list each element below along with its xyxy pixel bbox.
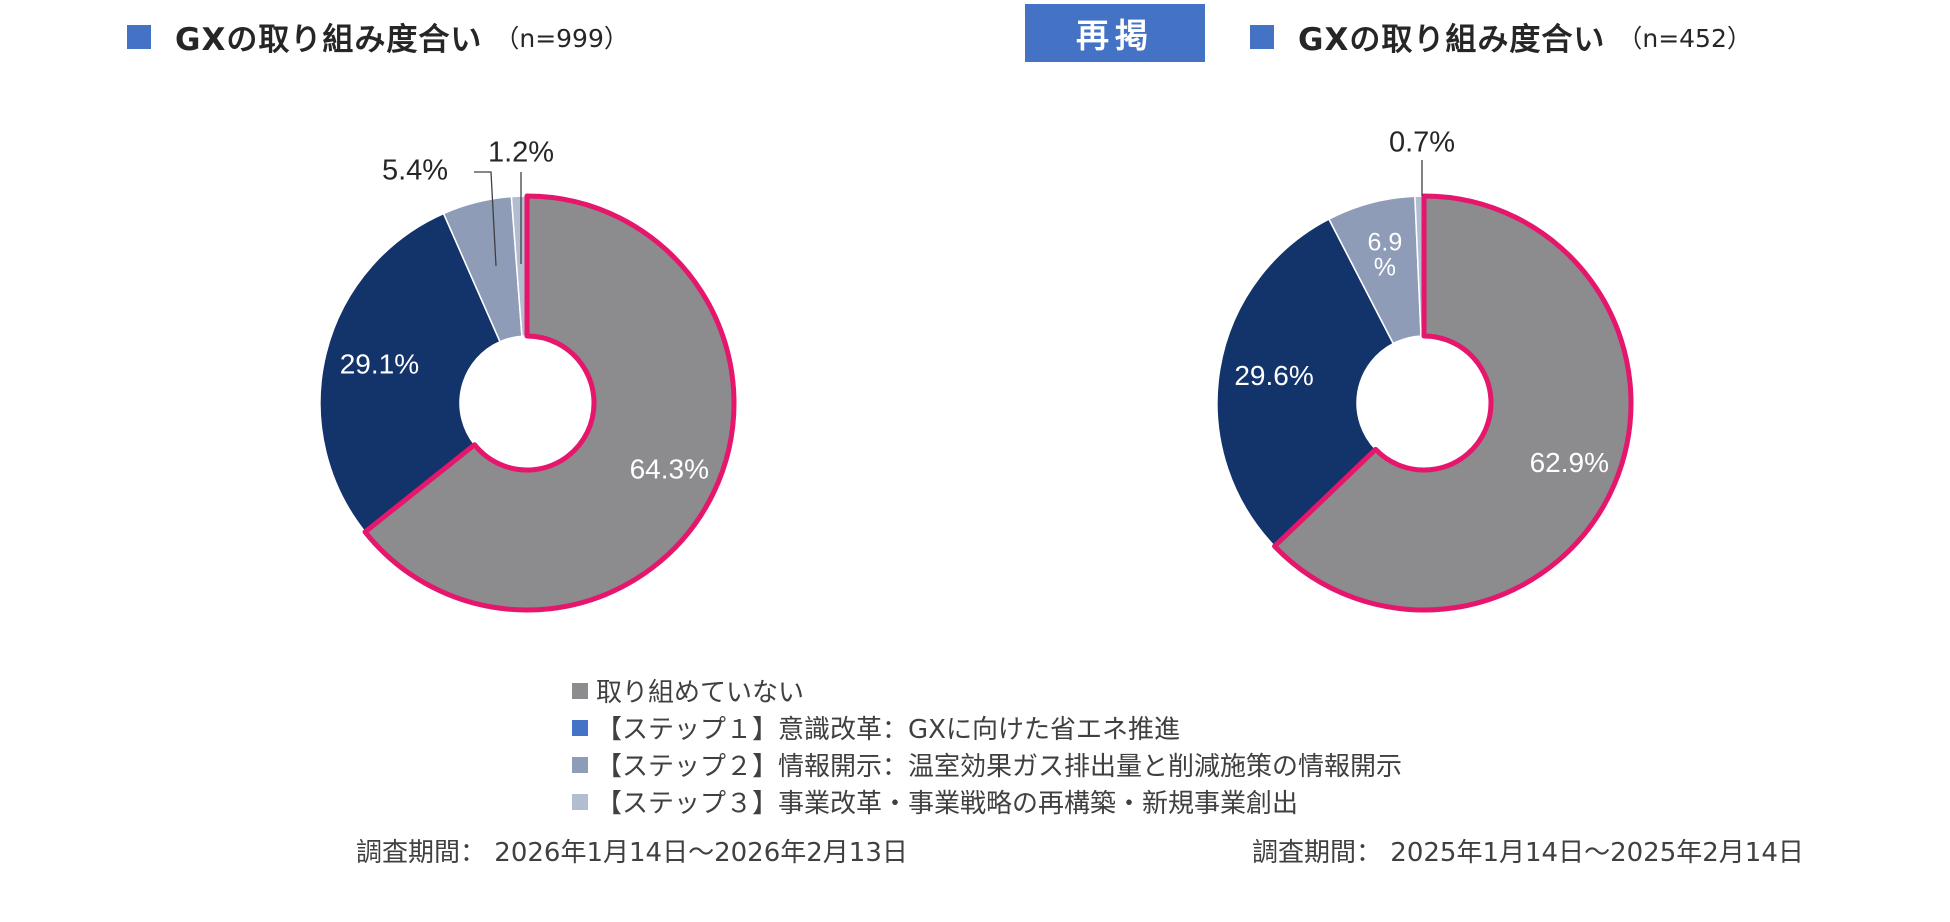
survey-period-label: 調査期間： [1252, 838, 1383, 868]
panel-title-2026: GXの取り組み度合い （n=999） [127, 14, 629, 59]
chart-title: GXの取り組み度合い [175, 22, 483, 58]
survey-period-value: 2026年1月14日～2026年2月13日 [494, 838, 908, 868]
panel-title-2025: GXの取り組み度合い （n=452） [1250, 14, 1752, 59]
legend-item-step2: 【ステップ２】情報開示：温室効果ガス排出量と削減施策の情報開示 [572, 746, 1402, 783]
legend-label: 【ステップ２】情報開示：温室効果ガス排出量と削減施策の情報開示 [596, 752, 1403, 782]
data-label: 5.4% [382, 155, 448, 187]
legend-swatch [572, 793, 588, 810]
legend-label: 取り組めていない [596, 678, 805, 708]
slice-not-engaged [362, 193, 737, 613]
survey-period-label: 調査期間： [356, 838, 487, 868]
legend-item-step1: 【ステップ１】意識改革：GXに向けた省エネ推進 [572, 709, 1402, 746]
legend-swatch [572, 756, 588, 773]
data-label: 29.1% [340, 349, 419, 380]
data-label: 1.2% [488, 137, 554, 169]
legend-label: 【ステップ３】事業改革・事業戦略の再構築・新規事業創出 [596, 789, 1299, 819]
sample-size: （n=452） [1617, 23, 1752, 53]
sample-size: （n=999） [494, 23, 629, 53]
legend-swatch [572, 719, 588, 736]
republished-badge: 再掲 [1025, 4, 1205, 62]
title-square-icon [127, 24, 151, 49]
data-label: 64.3% [630, 454, 709, 485]
legend-label: 【ステップ１】意識改革：GXに向けた省エネ推進 [596, 715, 1180, 745]
chart-title: GXの取り組み度合い [1298, 22, 1606, 58]
survey-period-value: 2025年1月14日～2025年2月14日 [1390, 838, 1804, 868]
legend-item-step3: 【ステップ３】事業改革・事業戦略の再構築・新規事業創出 [572, 783, 1402, 820]
leader-line [474, 171, 497, 267]
survey-period-2025: 調査期間： 2025年1月14日～2025年2月14日 [1252, 832, 1804, 869]
slice-step1 [319, 212, 501, 533]
title-square-icon [1250, 24, 1274, 49]
chart-legend: 取り組めていない 【ステップ１】意識改革：GXに向けた省エネ推進 【ステップ２】… [572, 672, 1402, 820]
legend-item-not-engaged: 取り組めていない [572, 672, 1402, 709]
survey-period-2026: 調査期間： 2026年1月14日～2026年2月13日 [356, 832, 908, 869]
legend-swatch [572, 682, 588, 699]
